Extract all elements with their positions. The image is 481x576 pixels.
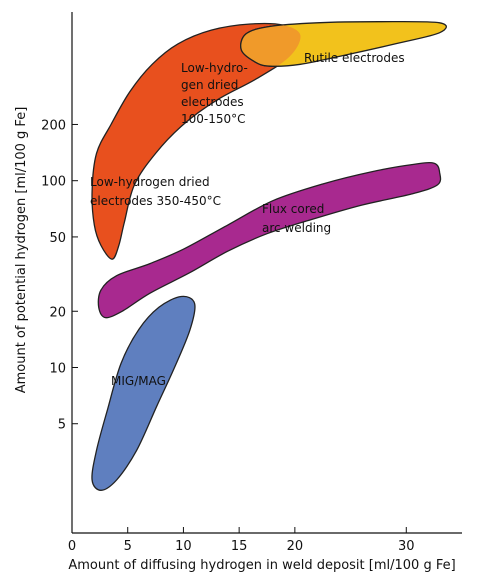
region-label-rutile: Rutile electrodes bbox=[304, 51, 405, 65]
region-low-h-350-450 bbox=[91, 22, 302, 260]
x-tick-label: 0 bbox=[68, 539, 76, 554]
region-label-line: Low-hydro- bbox=[181, 61, 248, 75]
region-label-line: Low-hydrogen dried bbox=[90, 175, 210, 189]
y-tick-label: 10 bbox=[49, 361, 66, 376]
region-flux-cored bbox=[97, 161, 442, 319]
region-label-line: electrodes bbox=[181, 95, 244, 109]
x-axis-label: Amount of diffusing hydrogen in weld dep… bbox=[68, 558, 455, 573]
region-label-low-h-100-150: Low-hydro- gen dried electrodes 100-150°… bbox=[181, 61, 248, 126]
y-tick-label: 5 bbox=[58, 418, 66, 433]
x-tick-label: 30 bbox=[398, 539, 415, 554]
region-label-line: gen dried bbox=[181, 78, 238, 92]
region-label-flux-cored: Flux cored arc welding bbox=[262, 202, 331, 235]
x-tick-label: 10 bbox=[175, 539, 192, 554]
y-axis-label: Amount of potential hydrogen [ml/100 g F… bbox=[14, 107, 29, 394]
region-label-line: arc welding bbox=[262, 221, 331, 235]
y-tick-label: 50 bbox=[49, 231, 66, 246]
x-tick-label: 20 bbox=[287, 539, 304, 554]
ticks-layer: 0 5 10 15 20 30 5 10 20 50 100 200 bbox=[41, 118, 414, 554]
x-tick-label: 15 bbox=[231, 539, 248, 554]
y-tick-label: 20 bbox=[49, 305, 66, 320]
y-tick-label: 200 bbox=[41, 118, 66, 133]
region-label-line: electrodes 350-450°C bbox=[90, 194, 221, 208]
region-mig-mag bbox=[91, 295, 196, 491]
regions-layer bbox=[91, 20, 447, 491]
x-tick-label: 5 bbox=[124, 539, 132, 554]
region-label-low-h-350-450: Low-hydrogen dried electrodes 350-450°C bbox=[90, 175, 221, 208]
region-label-line: 100-150°C bbox=[181, 112, 246, 126]
y-tick-label: 100 bbox=[41, 175, 66, 190]
region-label-mig-mag: MIG/MAG bbox=[111, 374, 166, 388]
region-label-line: Flux cored bbox=[262, 202, 324, 216]
